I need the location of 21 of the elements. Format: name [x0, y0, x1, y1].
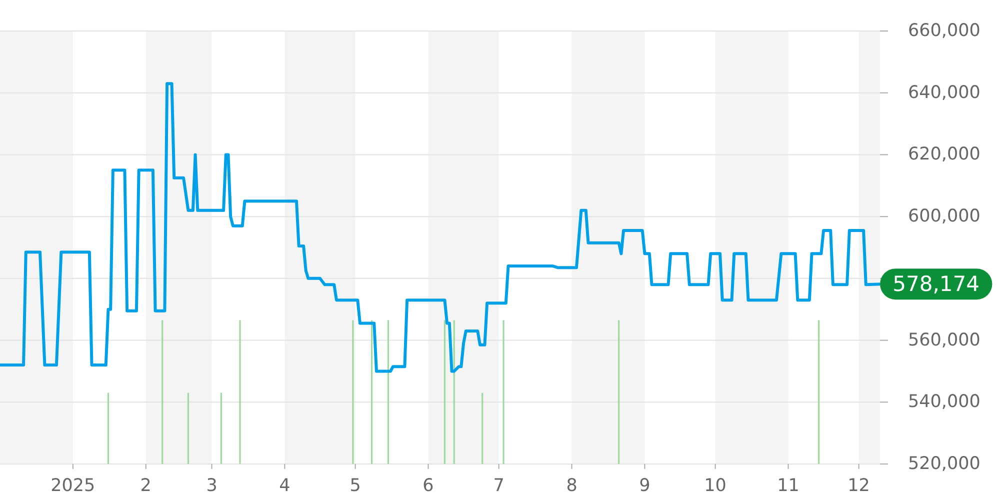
x-tick-label: 4	[279, 476, 290, 496]
y-tick-label: 520,000	[908, 454, 980, 474]
x-tick-label: 3	[206, 476, 218, 496]
x-tick-label: 9	[639, 476, 650, 496]
x-tick-label: 10	[704, 476, 726, 496]
data-label: 578,174	[892, 272, 980, 296]
x-tick-label: 6	[422, 476, 434, 496]
x-tick-label: 7	[493, 476, 504, 496]
y-tick-label: 560,000	[908, 330, 980, 350]
x-tick-label: 12	[848, 476, 870, 496]
y-tick-label: 620,000	[908, 144, 980, 165]
line-series	[0, 82, 880, 373]
x-tick-label: 5	[350, 476, 361, 496]
y-tick-label: 540,000	[908, 392, 980, 412]
x-tick-label: 2	[140, 476, 152, 496]
y-tick-label: 640,000	[908, 82, 980, 103]
y-tick-label: 660,000	[908, 21, 980, 41]
x-tick-label: 11	[777, 476, 800, 496]
y-tick-label: 600,000	[908, 206, 980, 227]
x-tick-label: 8	[566, 476, 578, 496]
x-tick-label: 2025	[50, 476, 96, 496]
